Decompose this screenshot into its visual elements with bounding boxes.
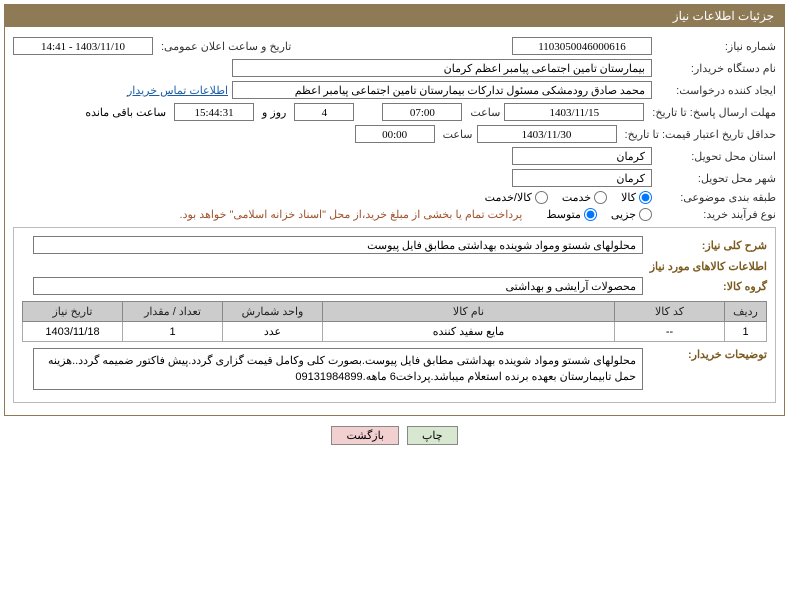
cell-code: -- — [615, 322, 725, 342]
city-value: کرمان — [512, 169, 652, 187]
remain-label: ساعت باقی مانده — [81, 104, 170, 121]
inner-fieldset: شرح کلی نیاز: محلولهای شستو ومواد شوینده… — [13, 227, 776, 403]
days-value: 4 — [294, 103, 354, 121]
cell-date: 1403/11/18 — [23, 322, 123, 342]
radio-medium[interactable]: متوسط — [546, 208, 597, 221]
group-value: محصولات آرایشی و بهداشتی — [33, 277, 643, 295]
cell-unit: عدد — [223, 322, 323, 342]
hour-label-1: ساعت — [466, 106, 500, 119]
creator-label: ایجاد کننده درخواست: — [656, 84, 776, 97]
hour-label-2: ساعت — [439, 128, 473, 141]
desc-title-value: محلولهای شستو ومواد شوینده بهداشتی مطابق… — [33, 236, 643, 254]
group-label: گروه کالا: — [647, 280, 767, 293]
panel-header: جزئیات اطلاعات نیاز — [5, 5, 784, 27]
table-row: 1 -- مایع سفید کننده عدد 1 1403/11/18 — [23, 322, 767, 342]
contact-link[interactable]: اطلاعات تماس خریدار — [127, 84, 228, 97]
radio-both[interactable]: کالا/خدمت — [485, 191, 548, 204]
valid-date: 1403/11/30 — [477, 125, 617, 143]
valid-time: 00:00 — [355, 125, 435, 143]
province-label: استان محل تحویل: — [656, 150, 776, 163]
buyer-value: بیمارستان تامین اجتماعی پیامبر اعظم کرما… — [232, 59, 652, 77]
th-name: نام کالا — [323, 302, 615, 322]
main-panel: جزئیات اطلاعات نیاز شماره نیاز: 11030500… — [4, 4, 785, 416]
goods-info-title: اطلاعات کالاهای مورد نیاز — [22, 260, 767, 273]
th-row: ردیف — [725, 302, 767, 322]
radio-goods[interactable]: کالا — [621, 191, 652, 204]
button-row: چاپ بازگشت — [0, 420, 789, 451]
deadline-answer-time: 07:00 — [382, 103, 462, 121]
buyer-notes-value: محلولهای شستو ومواد شوینده بهداشتی مطابق… — [33, 348, 643, 390]
deadline-answer-date: 1403/11/15 — [504, 103, 644, 121]
remain-time: 15:44:31 — [174, 103, 254, 121]
th-code: کد کالا — [615, 302, 725, 322]
announce-label: تاریخ و ساعت اعلان عمومی: — [157, 40, 291, 53]
buyer-label: نام دستگاه خریدار: — [656, 62, 776, 75]
creator-value: محمد صادق رودمشکی مسئول تدارکات بیمارستا… — [232, 81, 652, 99]
print-button[interactable]: چاپ — [407, 426, 458, 445]
need-no-label: شماره نیاز: — [656, 40, 776, 53]
category-label: طبقه بندی موضوعی: — [656, 191, 776, 204]
th-qty: تعداد / مقدار — [123, 302, 223, 322]
valid-label: حداقل تاریخ اعتبار قیمت: تا تاریخ: — [621, 128, 776, 141]
goods-table: ردیف کد کالا نام کالا واحد شمارش تعداد /… — [22, 301, 767, 342]
process-radio-group: جزیی متوسط — [546, 208, 652, 221]
radio-service[interactable]: خدمت — [562, 191, 607, 204]
process-label: نوع فرآیند خرید: — [656, 208, 776, 221]
th-unit: واحد شمارش — [223, 302, 323, 322]
cell-name: مایع سفید کننده — [323, 322, 615, 342]
announce-value: 1403/11/10 - 14:41 — [13, 37, 153, 55]
table-header-row: ردیف کد کالا نام کالا واحد شمارش تعداد /… — [23, 302, 767, 322]
th-date: تاریخ نیاز — [23, 302, 123, 322]
payment-note: پرداخت تمام یا بخشی از مبلغ خرید،از محل … — [180, 208, 523, 221]
desc-title-label: شرح کلی نیاز: — [647, 239, 767, 252]
radio-small[interactable]: جزیی — [611, 208, 652, 221]
panel-body: شماره نیاز: 1103050046000616 تاریخ و ساع… — [5, 27, 784, 415]
city-label: شهر محل تحویل: — [656, 172, 776, 185]
province-value: کرمان — [512, 147, 652, 165]
cell-qty: 1 — [123, 322, 223, 342]
cell-idx: 1 — [725, 322, 767, 342]
back-button[interactable]: بازگشت — [331, 426, 399, 445]
days-and-label: روز و — [258, 104, 290, 121]
buyer-notes-label: توضیحات خریدار: — [647, 348, 767, 361]
need-no-value: 1103050046000616 — [512, 37, 652, 55]
category-radio-group: کالا خدمت کالا/خدمت — [485, 191, 652, 204]
deadline-answer-label: مهلت ارسال پاسخ: تا تاریخ: — [648, 106, 776, 119]
